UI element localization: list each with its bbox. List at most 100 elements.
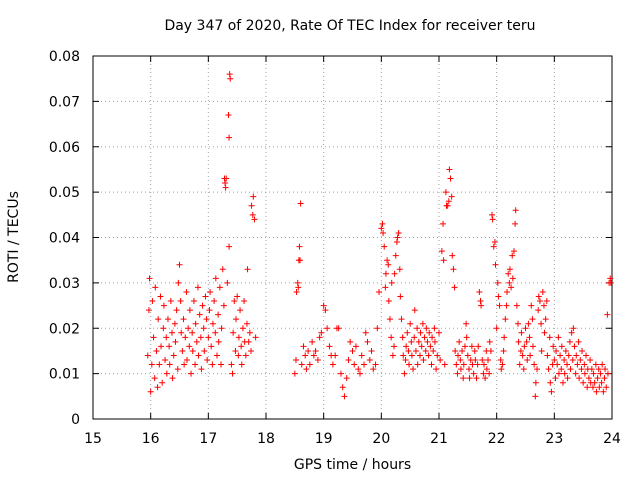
data-point: [575, 338, 582, 345]
data-point: [362, 329, 369, 336]
data-point: [489, 211, 496, 218]
x-tick-label: 16: [142, 431, 160, 447]
data-point: [419, 320, 426, 327]
data-point: [183, 288, 190, 295]
data-point: [239, 325, 246, 332]
data-point: [219, 266, 226, 273]
data-point: [441, 361, 448, 368]
data-point: [578, 366, 585, 373]
data-point: [452, 347, 459, 354]
data-point: [160, 302, 167, 309]
data-point: [382, 270, 389, 277]
data-point: [420, 357, 427, 364]
data-point: [370, 366, 377, 373]
data-point: [235, 334, 242, 341]
data-point: [156, 361, 163, 368]
data-point: [425, 352, 432, 359]
data-point: [170, 352, 177, 359]
data-point: [181, 361, 188, 368]
data-point: [303, 366, 310, 373]
data-point: [395, 229, 402, 236]
data-point: [475, 343, 482, 350]
data-point: [209, 361, 216, 368]
data-point: [538, 347, 545, 354]
data-point: [155, 316, 162, 323]
data-point: [198, 366, 205, 373]
data-point: [169, 329, 176, 336]
data-point: [215, 311, 222, 318]
data-point: [515, 320, 522, 327]
data-point: [197, 334, 204, 341]
data-point: [392, 252, 399, 259]
data-point: [456, 338, 463, 345]
data-point: [495, 293, 502, 300]
data-point: [358, 352, 365, 359]
data-point: [581, 361, 588, 368]
data-point: [489, 216, 496, 223]
data-point: [297, 257, 304, 264]
data-point: [552, 375, 559, 382]
data-point: [461, 343, 468, 350]
data-point: [305, 347, 312, 354]
data-point: [243, 320, 250, 327]
data-point: [171, 320, 178, 327]
data-point: [604, 370, 611, 377]
data-point: [229, 370, 236, 377]
x-tick-label: 23: [545, 431, 563, 447]
data-point: [430, 347, 437, 354]
data-point: [391, 343, 398, 350]
data-point: [391, 270, 398, 277]
data-point: [144, 352, 151, 359]
data-point: [224, 279, 231, 286]
data-point: [506, 279, 513, 286]
data-point: [152, 284, 159, 291]
y-tick-label: 0: [71, 412, 80, 428]
data-point: [523, 338, 530, 345]
data-point: [521, 343, 528, 350]
data-point: [201, 347, 208, 354]
data-point: [249, 211, 256, 218]
data-point: [172, 338, 179, 345]
data-point: [179, 347, 186, 354]
data-point: [604, 311, 611, 318]
data-point: [494, 279, 501, 286]
data-point: [297, 200, 304, 207]
data-point: [538, 320, 545, 327]
data-point: [492, 261, 499, 268]
data-point: [480, 370, 487, 377]
data-point: [532, 393, 539, 400]
data-point: [250, 193, 257, 200]
data-point: [399, 334, 406, 341]
data-point: [374, 325, 381, 332]
x-tick-label: 21: [430, 431, 448, 447]
data-point: [446, 166, 453, 173]
data-point: [231, 298, 238, 305]
data-point: [602, 366, 609, 373]
data-point: [406, 361, 413, 368]
data-point: [189, 347, 196, 354]
data-point: [587, 357, 594, 364]
data-point: [486, 370, 493, 377]
data-point: [223, 175, 230, 182]
y-tick-label: 0.07: [49, 94, 80, 110]
data-point: [203, 316, 210, 323]
data-point: [386, 316, 393, 323]
data-point: [465, 366, 472, 373]
data-point: [512, 207, 519, 214]
data-point: [599, 361, 606, 368]
data-point: [428, 361, 435, 368]
data-point: [176, 261, 183, 268]
data-point: [466, 375, 473, 382]
data-point: [562, 347, 569, 354]
data-point: [485, 357, 492, 364]
data-point: [476, 288, 483, 295]
data-point: [472, 357, 479, 364]
data-point: [385, 298, 392, 305]
data-point: [568, 329, 575, 336]
data-point: [526, 334, 533, 341]
data-point: [455, 352, 462, 359]
data-point: [414, 361, 421, 368]
data-point: [423, 325, 430, 332]
data-point: [551, 357, 558, 364]
